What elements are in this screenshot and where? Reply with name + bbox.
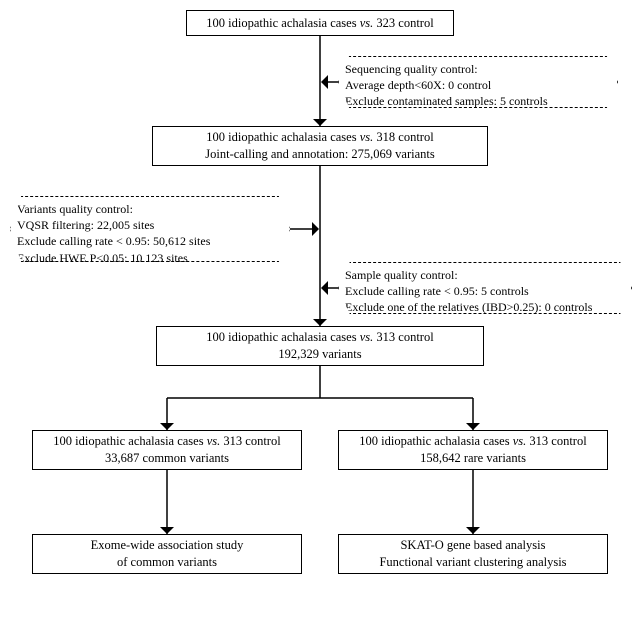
- annot-text: VQSR filtering: 22,005 sites: [17, 217, 283, 233]
- node-text: 192,329 variants: [278, 346, 361, 363]
- annot-text: Sample quality control:: [345, 267, 625, 283]
- node-skato: SKAT-O gene based analysis Functional va…: [338, 534, 608, 574]
- node-text: 100 idiopathic achalasia cases vs. 318 c…: [206, 129, 433, 146]
- node-text: 158,642 rare variants: [420, 450, 526, 467]
- node-text: Joint-calling and annotation: 275,069 va…: [205, 146, 434, 163]
- annot-text: Exclude calling rate < 0.95: 5 controls: [345, 283, 625, 299]
- annot-seq-qc: Sequencing quality control: Average dept…: [338, 56, 618, 108]
- node-text: 100 idiopathic achalasia cases vs. 313 c…: [359, 433, 586, 450]
- node-joint-calling: 100 idiopathic achalasia cases vs. 318 c…: [152, 126, 488, 166]
- annot-text: Average depth<60X: 0 control: [345, 77, 611, 93]
- annot-variant-qc: Variants quality control: VQSR filtering…: [10, 196, 290, 262]
- annot-text: Exclude one of the relatives (IBD>0.25):…: [345, 299, 625, 315]
- node-text: 100 idiopathic achalasia cases vs. 323 c…: [206, 15, 433, 32]
- annot-text: Exclude calling rate < 0.95: 50,612 site…: [17, 233, 283, 249]
- node-text: of common variants: [117, 554, 217, 571]
- node-text: 100 idiopathic achalasia cases vs. 313 c…: [206, 329, 433, 346]
- annot-text: Exclude HWE P<0.05: 10,123 sites: [17, 250, 283, 266]
- annot-text: Variants quality control:: [17, 201, 283, 217]
- node-start: 100 idiopathic achalasia cases vs. 323 c…: [186, 10, 454, 36]
- node-ewas: Exome-wide association study of common v…: [32, 534, 302, 574]
- node-text: 33,687 common variants: [105, 450, 229, 467]
- annot-sample-qc: Sample quality control: Exclude calling …: [338, 262, 632, 314]
- node-rare-variants: 100 idiopathic achalasia cases vs. 313 c…: [338, 430, 608, 470]
- node-text: Exome-wide association study: [91, 537, 244, 554]
- annot-text: Exclude contaminated samples: 5 controls: [345, 93, 611, 109]
- node-filtered-variants: 100 idiopathic achalasia cases vs. 313 c…: [156, 326, 484, 366]
- annot-text: Sequencing quality control:: [345, 61, 611, 77]
- node-text: SKAT-O gene based analysis: [400, 537, 545, 554]
- node-common-variants: 100 idiopathic achalasia cases vs. 313 c…: [32, 430, 302, 470]
- node-text: Functional variant clustering analysis: [379, 554, 566, 571]
- node-text: 100 idiopathic achalasia cases vs. 313 c…: [53, 433, 280, 450]
